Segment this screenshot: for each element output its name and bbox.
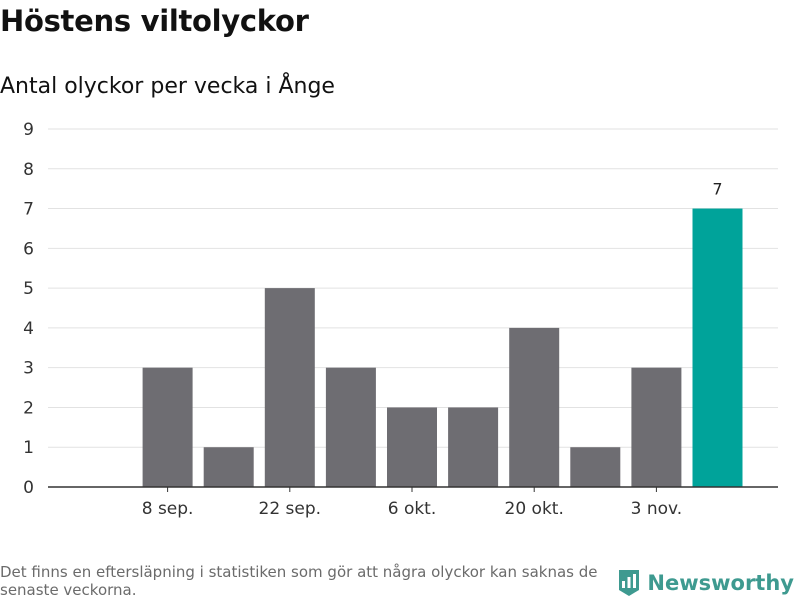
bar <box>203 447 254 487</box>
y-tick-label: 8 <box>23 160 34 180</box>
bar <box>448 407 499 487</box>
y-tick-label: 0 <box>23 478 34 498</box>
x-tick-label: 3 nov. <box>631 499 683 519</box>
bar <box>509 327 560 487</box>
y-tick-label: 3 <box>23 359 34 379</box>
bar <box>631 367 682 487</box>
bar <box>325 367 376 487</box>
bar-chart: 0 1 2 3 4 5 6 7 8 9 8 sep. 22 sep. 6 okt. 20 okt. 3 no… <box>23 120 778 519</box>
brand-name: Newsworthy <box>647 571 794 595</box>
brand[interactable]: Newsworthy <box>617 568 794 598</box>
bar <box>387 407 437 487</box>
chart-subtitle: Antal olyckor per vecka i Ånge <box>0 74 335 99</box>
bar-highlight <box>692 208 743 488</box>
y-tick-label: 9 <box>23 120 34 140</box>
bar <box>142 367 193 487</box>
y-tick-label: 6 <box>23 239 34 259</box>
y-tick-label: 7 <box>23 200 34 220</box>
bar <box>570 447 621 487</box>
x-tick-label: 6 okt. <box>388 499 437 519</box>
x-tick-label: 22 sep. <box>259 499 322 519</box>
footnote: Det finns en eftersläpning i statistiken… <box>0 563 598 599</box>
bar-chart-logo-icon <box>619 570 640 596</box>
y-tick-label: 4 <box>23 319 34 339</box>
y-tick-label: 2 <box>23 398 34 418</box>
y-tick-label: 1 <box>23 438 34 458</box>
chart-title: Höstens viltolyckor <box>0 4 309 38</box>
data-label: 7 <box>712 180 722 199</box>
y-tick-label: 5 <box>23 279 34 299</box>
x-tick-label: 8 sep. <box>142 499 194 519</box>
bar <box>264 288 315 487</box>
x-tick-label: 20 okt. <box>505 499 564 519</box>
